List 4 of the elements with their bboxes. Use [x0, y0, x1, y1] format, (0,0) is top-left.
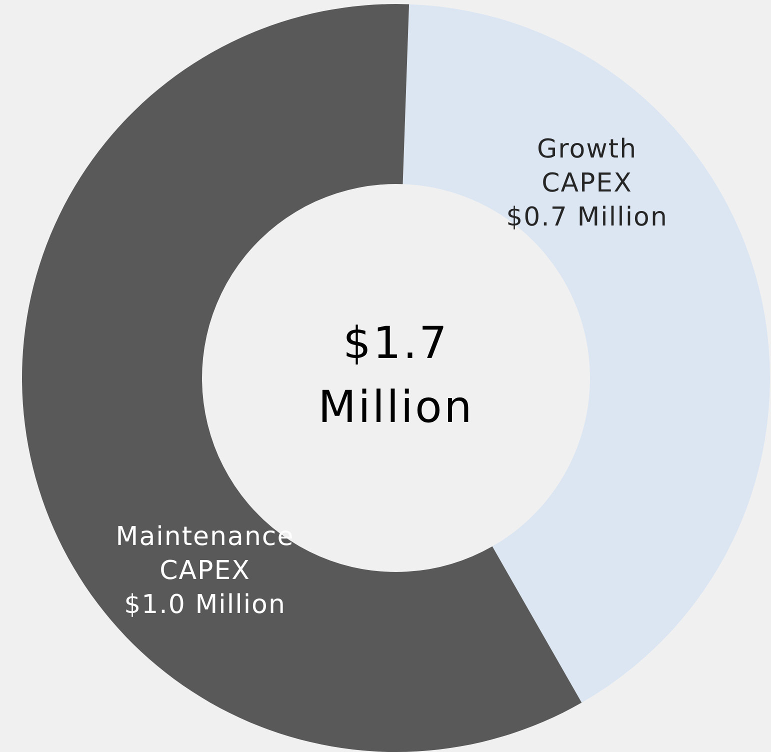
text: $1.7 Million — [318, 318, 474, 434]
slice-label: Growth CAPEX — [536, 134, 638, 198]
data-label: $1.0 Million — [124, 590, 286, 620]
data-label: $0.7 Million — [506, 202, 668, 232]
